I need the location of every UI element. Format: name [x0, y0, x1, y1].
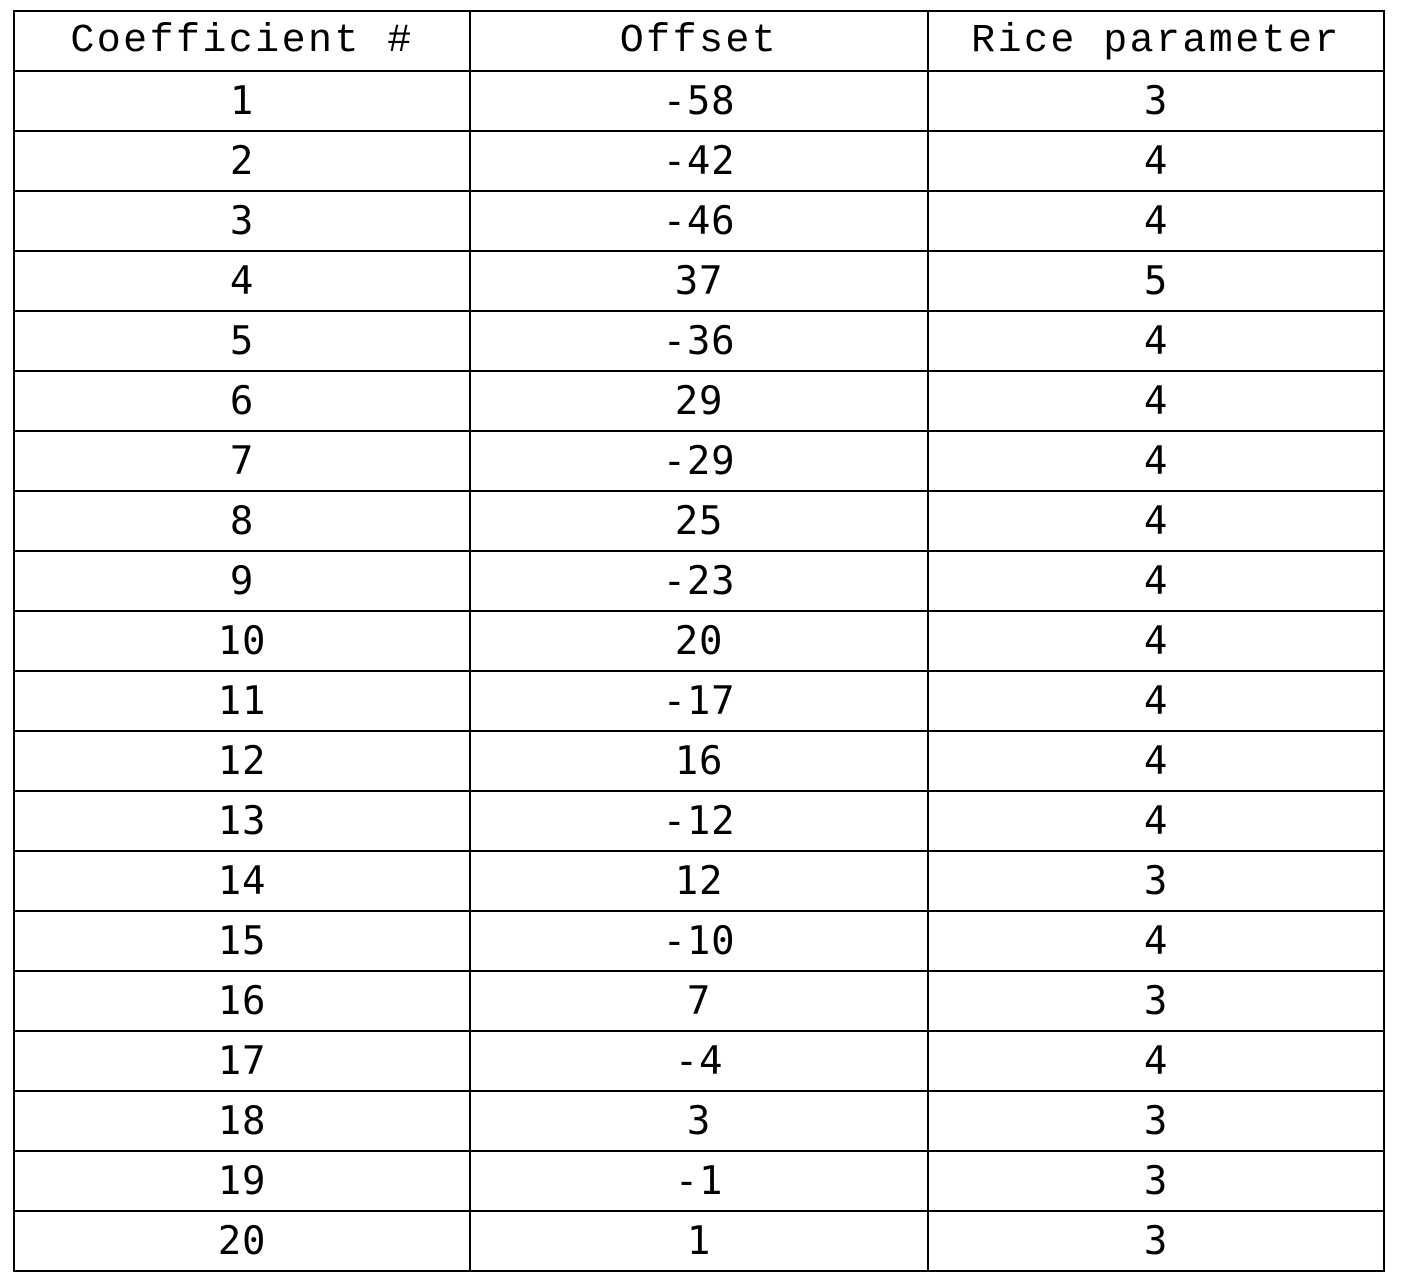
cell-rice: 3 — [927, 970, 1385, 1032]
cell-rice: 3 — [927, 1210, 1385, 1272]
cell-offset: 7 — [469, 970, 929, 1032]
cell-coefficient: 17 — [13, 1030, 471, 1092]
table-row: 5 -36 4 — [13, 310, 1385, 372]
cell-coefficient: 1 — [13, 70, 471, 132]
cell-offset: 3 — [469, 1090, 929, 1152]
cell-coefficient: 10 — [13, 610, 471, 672]
cell-offset: 20 — [469, 610, 929, 672]
cell-coefficient: 9 — [13, 550, 471, 612]
coefficient-offset-rice-table: Coefficient # Offset Rice parameter 1 -58… — [13, 10, 1385, 1272]
column-header-coefficient: Coefficient # — [13, 10, 471, 72]
cell-rice: 4 — [927, 130, 1385, 192]
cell-offset: 16 — [469, 730, 929, 792]
table-row: 8 25 4 — [13, 490, 1385, 552]
table-row: 7 -29 4 — [13, 430, 1385, 492]
table-row: 12 16 4 — [13, 730, 1385, 792]
table-row: 20 1 3 — [13, 1210, 1385, 1272]
table-row: 18 3 3 — [13, 1090, 1385, 1152]
cell-offset: -10 — [469, 910, 929, 972]
table-row: 4 37 5 — [13, 250, 1385, 312]
cell-coefficient: 3 — [13, 190, 471, 252]
cell-offset: -4 — [469, 1030, 929, 1092]
table-row: 6 29 4 — [13, 370, 1385, 432]
cell-rice: 3 — [927, 1090, 1385, 1152]
cell-rice: 4 — [927, 370, 1385, 432]
cell-rice: 4 — [927, 610, 1385, 672]
cell-coefficient: 16 — [13, 970, 471, 1032]
cell-rice: 4 — [927, 790, 1385, 852]
table-row: 16 7 3 — [13, 970, 1385, 1032]
cell-coefficient: 15 — [13, 910, 471, 972]
cell-offset: 25 — [469, 490, 929, 552]
cell-coefficient: 8 — [13, 490, 471, 552]
table-row: 2 -42 4 — [13, 130, 1385, 192]
cell-rice: 4 — [927, 1030, 1385, 1092]
column-header-rice-parameter: Rice parameter — [927, 10, 1385, 72]
column-header-coefficient-label: Coefficient # — [70, 19, 414, 64]
cell-rice: 4 — [927, 430, 1385, 492]
cell-rice: 4 — [927, 670, 1385, 732]
cell-rice: 4 — [927, 190, 1385, 252]
cell-coefficient: 13 — [13, 790, 471, 852]
cell-coefficient: 18 — [13, 1090, 471, 1152]
cell-rice: 3 — [927, 850, 1385, 912]
table-body: 1 -58 3 2 -42 4 3 -46 4 4 37 5 5 -36 4 6 29 4 7 -29 4 8 25 4 9 -2… — [13, 70, 1385, 1272]
cell-offset: 37 — [469, 250, 929, 312]
table-row: 19 -1 3 — [13, 1150, 1385, 1212]
table-row: 15 -10 4 — [13, 910, 1385, 972]
cell-rice: 5 — [927, 250, 1385, 312]
table-row: 10 20 4 — [13, 610, 1385, 672]
column-header-offset-label: Offset — [619, 19, 779, 64]
table-row: 9 -23 4 — [13, 550, 1385, 612]
cell-coefficient: 5 — [13, 310, 471, 372]
cell-coefficient: 6 — [13, 370, 471, 432]
cell-rice: 4 — [927, 550, 1385, 612]
cell-offset: -46 — [469, 190, 929, 252]
cell-coefficient: 19 — [13, 1150, 471, 1212]
cell-offset: -12 — [469, 790, 929, 852]
cell-offset: -42 — [469, 130, 929, 192]
table-header: Coefficient # Offset Rice parameter — [13, 10, 1385, 72]
cell-coefficient: 7 — [13, 430, 471, 492]
cell-coefficient: 4 — [13, 250, 471, 312]
column-header-offset: Offset — [469, 10, 929, 72]
cell-offset: -17 — [469, 670, 929, 732]
cell-offset: -23 — [469, 550, 929, 612]
cell-rice: 4 — [927, 910, 1385, 972]
cell-rice: 4 — [927, 490, 1385, 552]
table-row: 1 -58 3 — [13, 70, 1385, 132]
cell-offset: 12 — [469, 850, 929, 912]
cell-offset: -1 — [469, 1150, 929, 1212]
cell-rice: 4 — [927, 310, 1385, 372]
cell-coefficient: 14 — [13, 850, 471, 912]
table-row: 14 12 3 — [13, 850, 1385, 912]
cell-offset: -29 — [469, 430, 929, 492]
cell-coefficient: 11 — [13, 670, 471, 732]
cell-coefficient: 2 — [13, 130, 471, 192]
cell-offset: 29 — [469, 370, 929, 432]
table-row: 17 -4 4 — [13, 1030, 1385, 1092]
cell-offset: 1 — [469, 1210, 929, 1272]
table-row: 11 -17 4 — [13, 670, 1385, 732]
cell-coefficient: 20 — [13, 1210, 471, 1272]
cell-offset: -58 — [469, 70, 929, 132]
cell-coefficient: 12 — [13, 730, 471, 792]
cell-rice: 3 — [927, 70, 1385, 132]
table-header-row: Coefficient # Offset Rice parameter — [13, 10, 1385, 72]
cell-rice: 3 — [927, 1150, 1385, 1212]
column-header-rice-parameter-label: Rice parameter — [971, 19, 1341, 64]
cell-offset: -36 — [469, 310, 929, 372]
cell-rice: 4 — [927, 730, 1385, 792]
table-row: 13 -12 4 — [13, 790, 1385, 852]
table-row: 3 -46 4 — [13, 190, 1385, 252]
